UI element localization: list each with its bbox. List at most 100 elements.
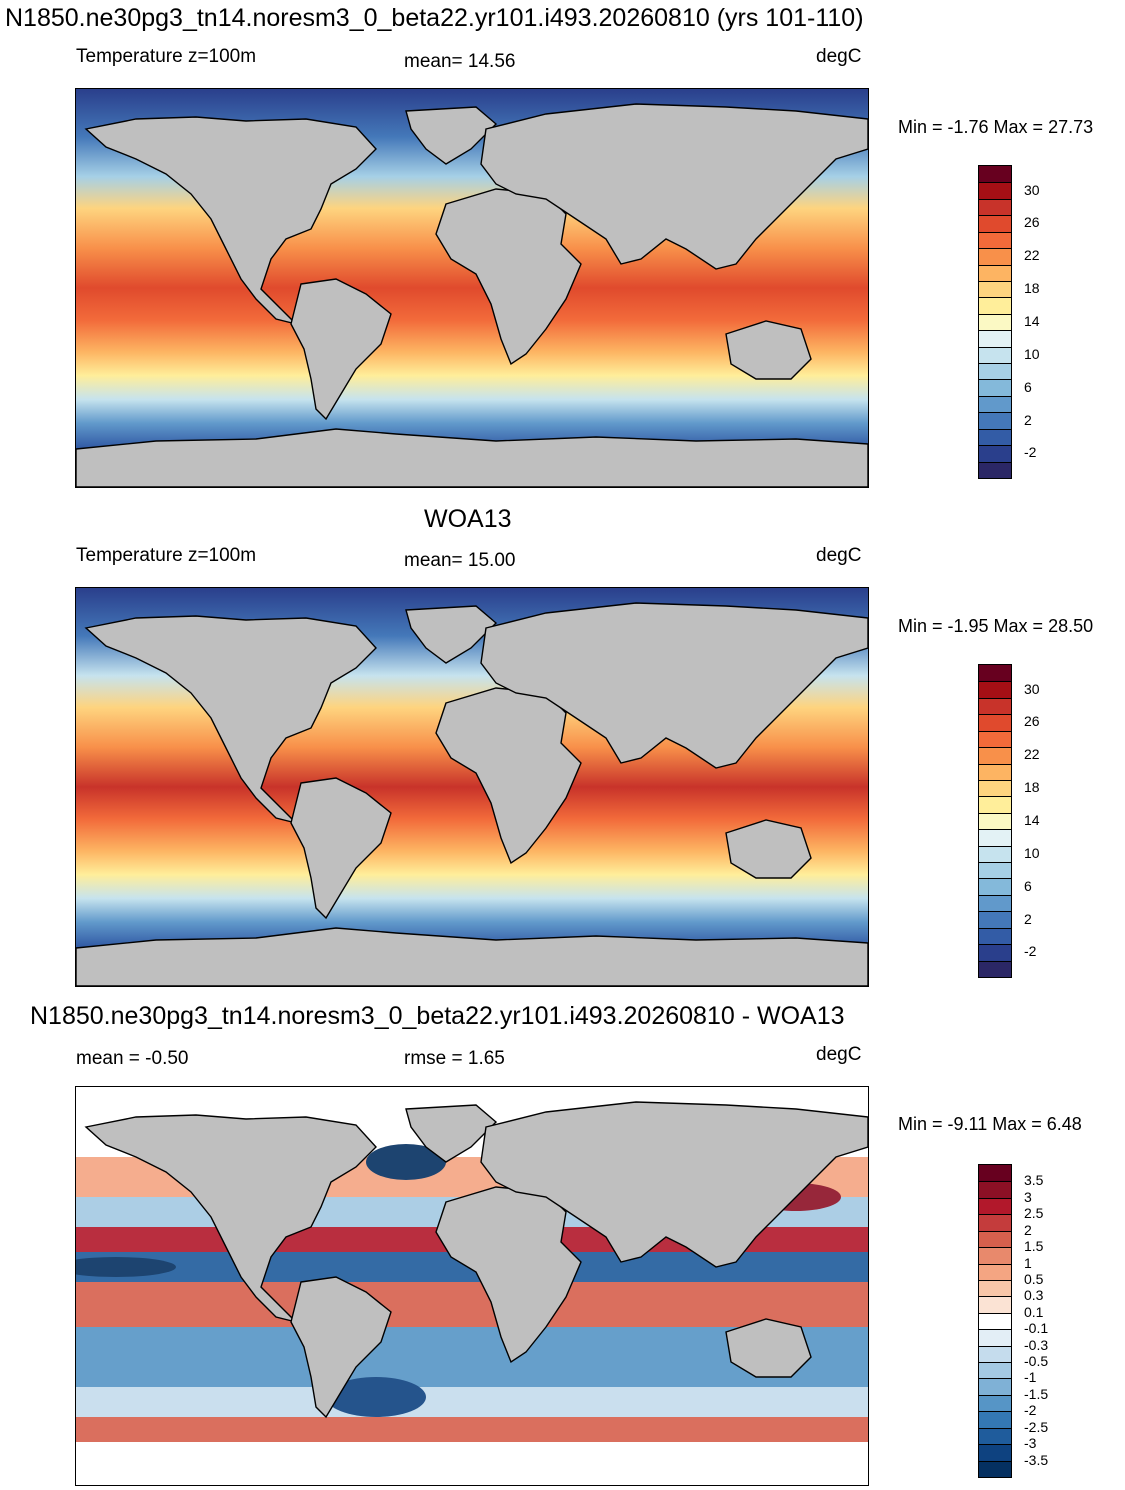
colorbar-segment: [979, 681, 1011, 698]
panel2-units-label: degC: [816, 545, 862, 566]
panel1-mean-label: mean= 14.56: [404, 51, 516, 72]
colorbar-label: 18: [1024, 280, 1040, 297]
colorbar-segment: [979, 665, 1011, 682]
colorbar-label: -1: [1024, 1369, 1037, 1386]
colorbar-segment: [979, 730, 1011, 748]
panel3-map-svg: [76, 1087, 868, 1485]
colorbar-segment: [979, 812, 1011, 830]
colorbar-segment: [979, 1378, 1011, 1395]
panel1-title: N1850.ne30pg3_tn14.noresm3_0_beta22.yr10…: [5, 4, 864, 32]
colorbar-segment: [979, 1197, 1011, 1215]
colorbar-label: 22: [1024, 247, 1040, 264]
colorbar-label: 6: [1024, 378, 1032, 395]
colorbar-label: -0.3: [1024, 1336, 1049, 1353]
panel1-minmax-label: Min = -1.76 Max = 27.73: [898, 117, 1094, 137]
colorbar-label: 22: [1024, 746, 1040, 763]
colorbar-segment: [979, 829, 1011, 846]
colorbar-label: 26: [1024, 214, 1040, 231]
colorbar-label: 10: [1024, 844, 1040, 861]
colorbar-segment: [979, 697, 1011, 715]
panel1-variable-label: Temperature z=100m: [76, 46, 257, 67]
colorbar-segment: [979, 960, 1011, 977]
colorbar-label: -1.5: [1024, 1385, 1049, 1402]
colorbar-label: -2: [1024, 943, 1037, 960]
panel2-map: [75, 587, 869, 987]
panel2-title: WOA13: [424, 505, 512, 533]
colorbar-segment: [979, 1444, 1011, 1461]
colorbar-segment: [979, 1230, 1011, 1248]
colorbar-label: -0.1: [1024, 1320, 1049, 1337]
colorbar-segment: [979, 862, 1011, 879]
colorbar-label: 1.5: [1024, 1238, 1044, 1255]
panel2-minmax-label: Min = -1.95 Max = 28.50: [898, 616, 1094, 636]
colorbar-label: 2: [1024, 1221, 1032, 1238]
colorbar-segment: [979, 182, 1011, 199]
colorbar-label: 14: [1024, 812, 1040, 828]
colorbar-segment: [979, 1279, 1011, 1297]
colorbar-segment: [979, 1362, 1011, 1379]
colorbar-segment: [979, 878, 1011, 895]
colorbar-segment: [979, 445, 1011, 462]
panel3-title: N1850.ne30pg3_tn14.noresm3_0_beta22.yr10…: [30, 1002, 845, 1030]
panel2-variable-label: Temperature z=100m: [76, 545, 257, 566]
colorbar-label: -3: [1024, 1435, 1037, 1452]
colorbar-segment: [979, 231, 1011, 249]
panel3-mean-label: mean = -0.50: [76, 1048, 189, 1069]
panel1-map: [75, 88, 869, 488]
colorbar-segment: [979, 264, 1011, 281]
colorbar-label: -3.5: [1024, 1451, 1049, 1468]
colorbar-segment: [979, 1411, 1011, 1428]
colorbar-segment: [979, 346, 1011, 364]
panel1-map-svg: [76, 89, 868, 487]
colorbar-label: 0.3: [1024, 1287, 1044, 1304]
colorbar-segment: [979, 248, 1011, 265]
colorbar-segment: [979, 1460, 1011, 1477]
colorbar-segment: [979, 198, 1011, 216]
panel3-rmse-label: rmse = 1.65: [404, 1048, 505, 1069]
colorbar-segment: [979, 1296, 1011, 1313]
colorbar-segment: [979, 927, 1011, 945]
colorbar-segment: [979, 1263, 1011, 1280]
colorbar-segment: [979, 313, 1011, 331]
panel3-units-label: degC: [816, 1044, 862, 1065]
colorbar-segment: [979, 1181, 1011, 1198]
colorbar-label: 30: [1024, 181, 1040, 198]
colorbar-label: 3: [1024, 1188, 1032, 1205]
colorbar-segment: [979, 845, 1011, 863]
colorbar-label: -2: [1024, 444, 1037, 461]
colorbar-segment: [979, 1329, 1011, 1346]
colorbar-segment: [979, 412, 1011, 429]
colorbar-segment: [979, 944, 1011, 961]
panel2-map-svg: [76, 588, 868, 986]
colorbar-segment: [979, 166, 1011, 183]
panel2-mean-label: mean= 15.00: [404, 550, 516, 571]
colorbar-segment: [979, 461, 1011, 478]
colorbar-label: 10: [1024, 345, 1040, 362]
colorbar-segment: [979, 395, 1011, 413]
colorbar-segment: [979, 796, 1011, 813]
colorbar-segment: [979, 1394, 1011, 1412]
colorbar-segment: [979, 894, 1011, 912]
colorbar-segment: [979, 714, 1011, 731]
colorbar-label: 2: [1024, 910, 1032, 927]
panel3-minmax-label: Min = -9.11 Max = 6.48: [898, 1114, 1082, 1134]
colorbar-label: 2: [1024, 411, 1032, 428]
colorbar-segment: [979, 363, 1011, 380]
colorbar-segment: [979, 1312, 1011, 1330]
colorbar-segment: [979, 280, 1011, 298]
colorbar-segment: [979, 1214, 1011, 1231]
colorbar-segment: [979, 1165, 1011, 1182]
colorbar-segment: [979, 1247, 1011, 1264]
colorbar-segment: [979, 1345, 1011, 1363]
colorbar-segment: [979, 779, 1011, 797]
colorbar-segment: [979, 379, 1011, 396]
colorbar-label: 30: [1024, 680, 1040, 697]
panel1-colorbar: [978, 165, 1012, 479]
colorbar-segment: [979, 911, 1011, 928]
colorbar-segment: [979, 297, 1011, 314]
colorbar-label: 3.5: [1024, 1172, 1044, 1189]
panel3-colorbar: [978, 1164, 1012, 1478]
colorbar-label: -2.5: [1024, 1418, 1049, 1435]
colorbar-label: 6: [1024, 877, 1032, 894]
colorbar-label: 26: [1024, 713, 1040, 730]
